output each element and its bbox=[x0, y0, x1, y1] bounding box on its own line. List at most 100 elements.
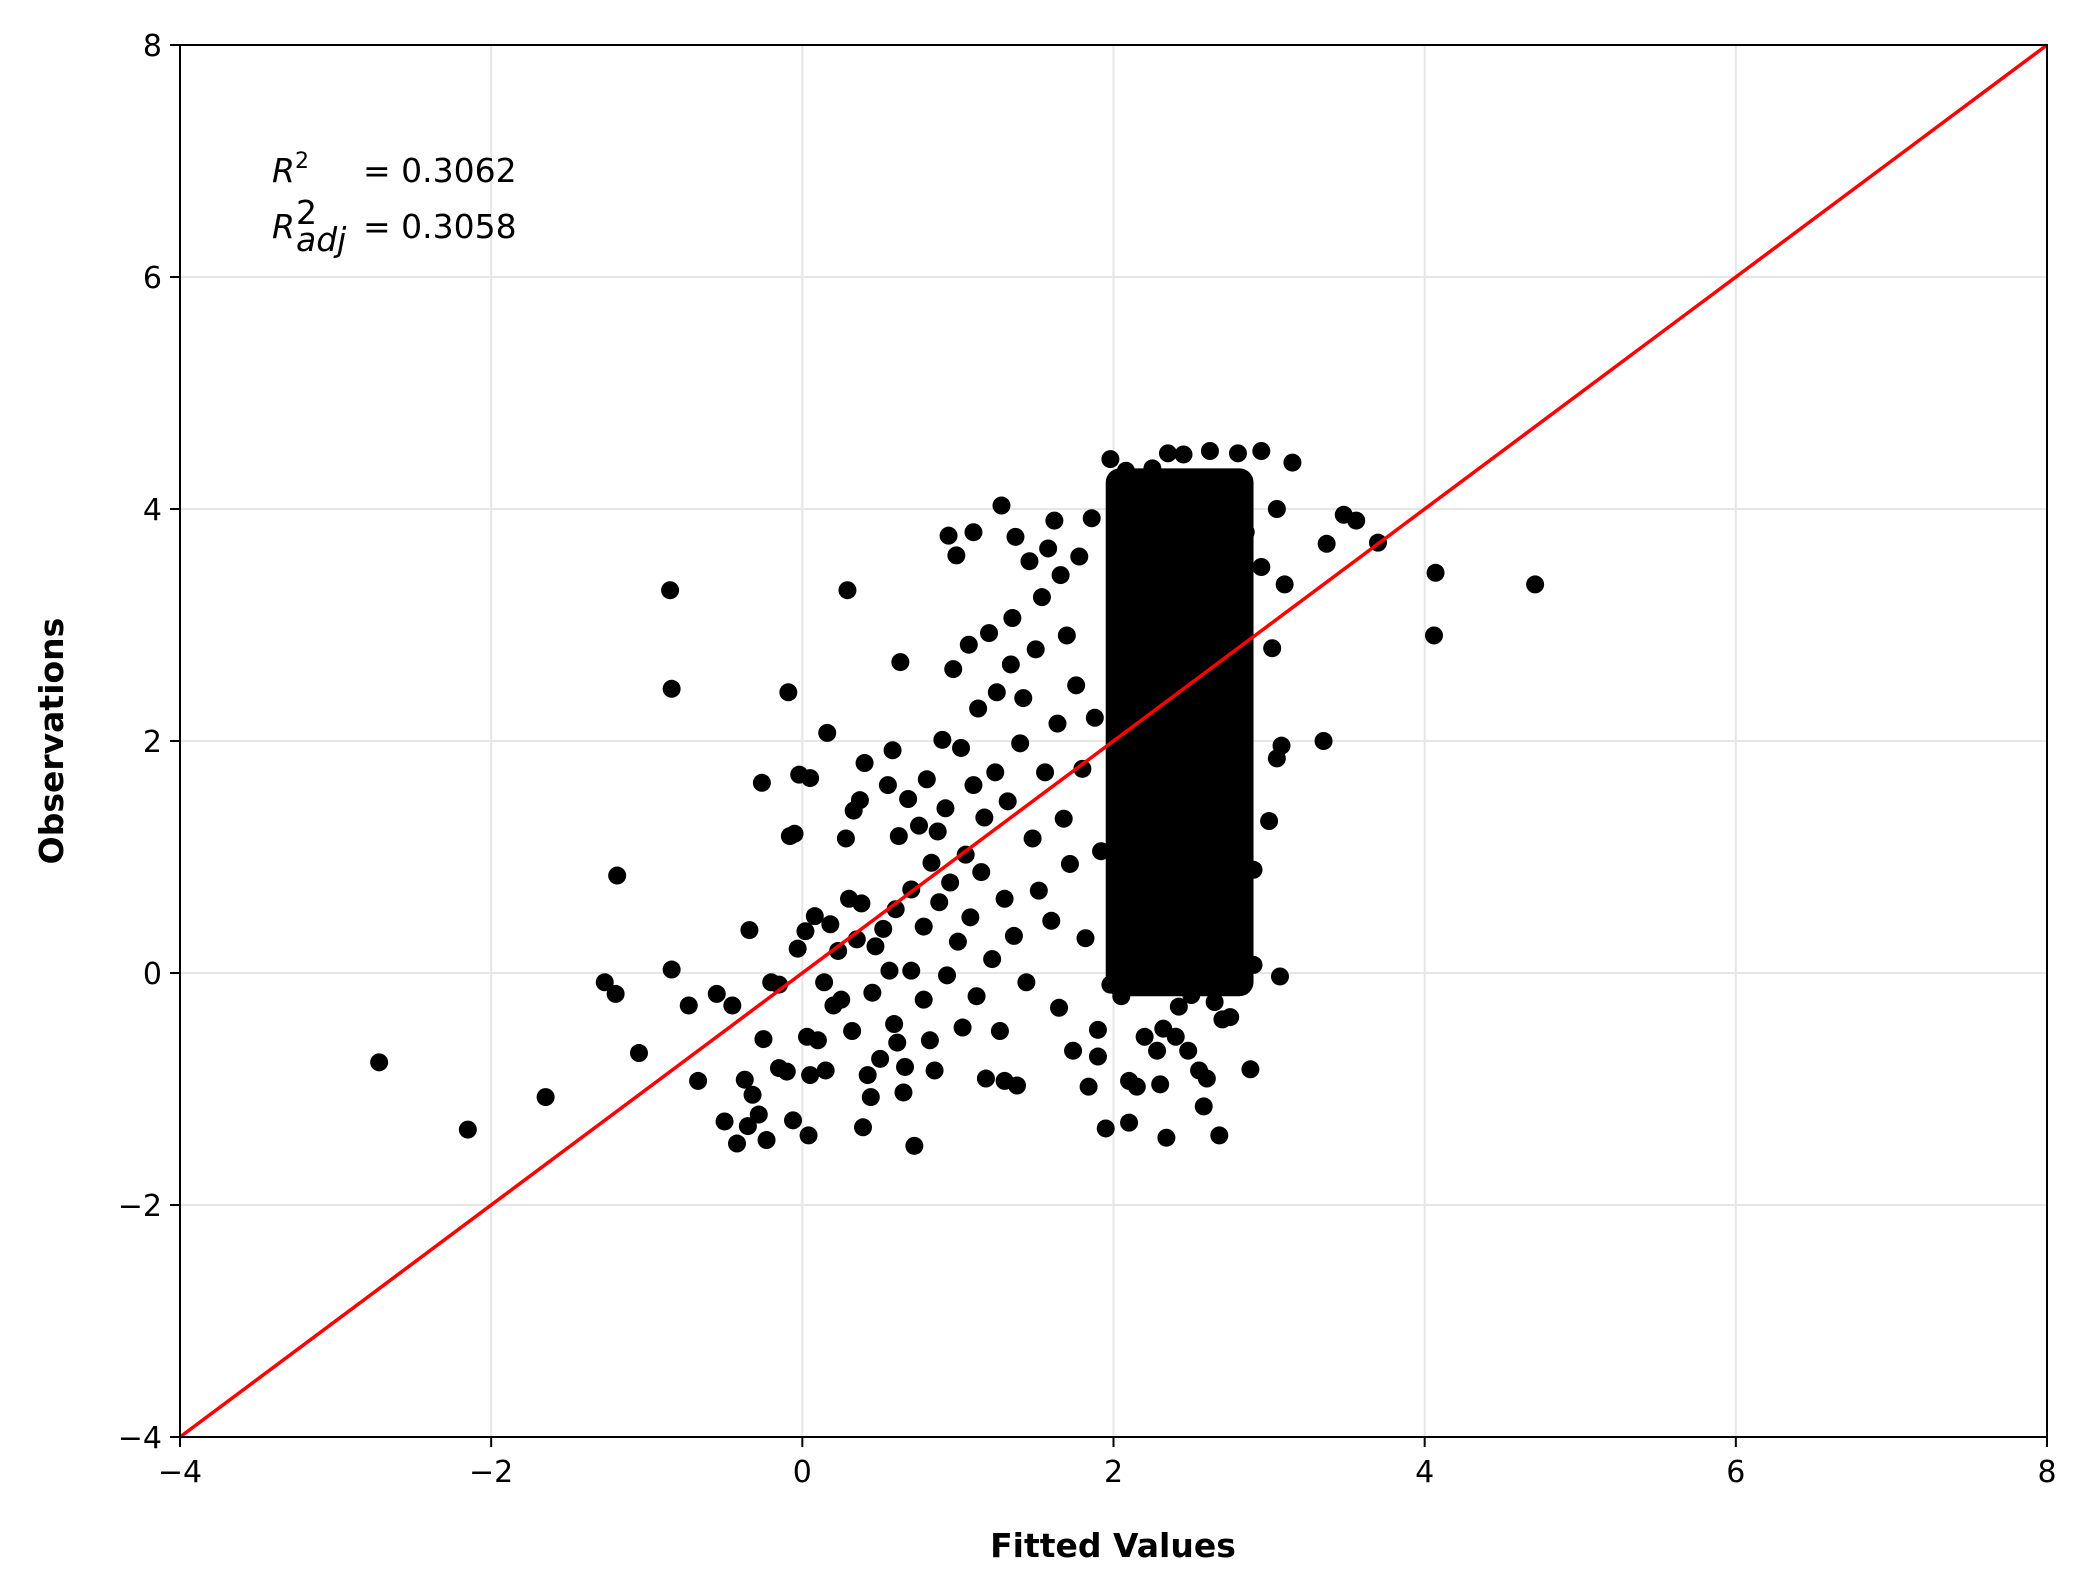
data-point-132 bbox=[1045, 511, 1064, 530]
data-point-188 bbox=[1252, 558, 1271, 576]
dense-point-cluster bbox=[1105, 468, 1254, 997]
data-point-30 bbox=[783, 1111, 802, 1130]
data-point-157 bbox=[1123, 931, 1142, 950]
data-point-99 bbox=[961, 908, 980, 927]
data-point-146 bbox=[1085, 708, 1104, 727]
data-point-96 bbox=[953, 1018, 972, 1037]
data-point-66 bbox=[883, 741, 902, 760]
y-tick-label-6: 8 bbox=[143, 29, 162, 64]
data-point-120 bbox=[1008, 1076, 1027, 1095]
data-point-71 bbox=[891, 653, 910, 672]
data-point-49 bbox=[838, 581, 857, 600]
data-point-23 bbox=[757, 1131, 776, 1150]
data-point-90 bbox=[939, 526, 958, 545]
data-point-117 bbox=[1003, 609, 1022, 628]
data-point-48 bbox=[836, 829, 855, 848]
data-point-137 bbox=[1057, 626, 1076, 645]
data-point-140 bbox=[1067, 676, 1086, 695]
data-point-83 bbox=[922, 853, 941, 872]
data-point-194 bbox=[1272, 736, 1291, 755]
data-point-124 bbox=[1020, 552, 1039, 571]
data-point-111 bbox=[990, 1022, 1009, 1040]
data-point-43 bbox=[818, 723, 837, 742]
data-point-155 bbox=[1116, 461, 1135, 480]
data-point-37 bbox=[801, 769, 820, 788]
data-point-134 bbox=[1050, 998, 1069, 1017]
data-point-85 bbox=[928, 822, 947, 841]
data-point-169 bbox=[1169, 997, 1188, 1016]
y-tick-label-2: 0 bbox=[143, 957, 162, 992]
data-point-112 bbox=[992, 496, 1011, 515]
data-point-0 bbox=[370, 1053, 389, 1072]
data-point-107 bbox=[980, 624, 999, 643]
data-point-182 bbox=[1228, 444, 1247, 463]
data-point-165 bbox=[1157, 1128, 1176, 1147]
y-tick-label-0: −4 bbox=[118, 1421, 162, 1456]
data-point-22 bbox=[754, 1030, 773, 1049]
data-point-136 bbox=[1054, 809, 1073, 828]
data-point-47 bbox=[832, 990, 851, 1009]
data-point-101 bbox=[964, 776, 983, 795]
scatter-points bbox=[370, 442, 1545, 1155]
data-point-11 bbox=[689, 1071, 708, 1090]
data-point-69 bbox=[888, 1033, 907, 1052]
data-point-70 bbox=[889, 827, 908, 846]
data-point-184 bbox=[1241, 1060, 1260, 1079]
svg-text:R2: R2 bbox=[272, 149, 309, 190]
data-point-139 bbox=[1064, 1041, 1083, 1060]
data-point-149 bbox=[1092, 842, 1111, 861]
data-point-3 bbox=[595, 973, 614, 992]
data-point-108 bbox=[983, 950, 1002, 969]
data-point-150 bbox=[1096, 1119, 1115, 1138]
data-point-65 bbox=[880, 961, 899, 980]
x-tick-label-3: 2 bbox=[1104, 1455, 1123, 1490]
data-point-91 bbox=[941, 873, 960, 892]
data-point-78 bbox=[910, 816, 929, 835]
data-point-197 bbox=[1314, 732, 1333, 750]
data-point-14 bbox=[723, 996, 742, 1015]
data-point-175 bbox=[1197, 1069, 1216, 1088]
data-point-177 bbox=[1205, 993, 1224, 1011]
data-point-193 bbox=[1270, 967, 1289, 986]
data-point-144 bbox=[1079, 1077, 1098, 1096]
reference-line bbox=[178, 43, 2049, 1439]
data-point-57 bbox=[855, 754, 874, 773]
r-squared-annotation: R2 = 0.3062 bbox=[272, 149, 517, 190]
data-point-113 bbox=[995, 889, 1014, 908]
data-point-185 bbox=[1244, 955, 1263, 974]
data-point-36 bbox=[799, 1126, 818, 1145]
data-point-61 bbox=[866, 937, 885, 956]
data-point-87 bbox=[933, 730, 952, 749]
data-point-84 bbox=[925, 1061, 944, 1080]
data-point-158 bbox=[1120, 1113, 1139, 1132]
data-point-28 bbox=[779, 683, 798, 702]
data-point-160 bbox=[1135, 1027, 1154, 1046]
data-point-38 bbox=[801, 1066, 820, 1085]
data-point-174 bbox=[1194, 1097, 1213, 1116]
data-point-115 bbox=[998, 792, 1017, 811]
data-point-130 bbox=[1039, 539, 1058, 558]
x-tick-label-5: 6 bbox=[1726, 1455, 1745, 1490]
x-axis-title: Fitted Values bbox=[990, 1526, 1236, 1565]
data-point-27 bbox=[777, 1062, 796, 1081]
data-point-100 bbox=[964, 523, 983, 542]
data-point-16 bbox=[735, 1070, 754, 1089]
data-point-98 bbox=[959, 635, 978, 654]
data-point-123 bbox=[1017, 973, 1036, 992]
data-point-32 bbox=[788, 939, 807, 958]
data-point-93 bbox=[947, 546, 966, 565]
data-point-86 bbox=[930, 893, 949, 912]
data-point-6 bbox=[629, 1044, 648, 1063]
data-point-180 bbox=[1216, 882, 1235, 901]
data-point-103 bbox=[969, 699, 988, 718]
data-point-176 bbox=[1200, 442, 1219, 460]
data-point-64 bbox=[878, 776, 897, 795]
data-point-118 bbox=[1004, 926, 1023, 945]
data-point-79 bbox=[914, 990, 933, 1009]
data-point-116 bbox=[1001, 655, 1020, 674]
y-tick-label-3: 2 bbox=[143, 725, 162, 760]
data-point-172 bbox=[1182, 986, 1201, 1005]
data-point-12 bbox=[707, 984, 726, 1003]
data-point-135 bbox=[1051, 566, 1070, 585]
data-point-183 bbox=[1236, 523, 1255, 542]
